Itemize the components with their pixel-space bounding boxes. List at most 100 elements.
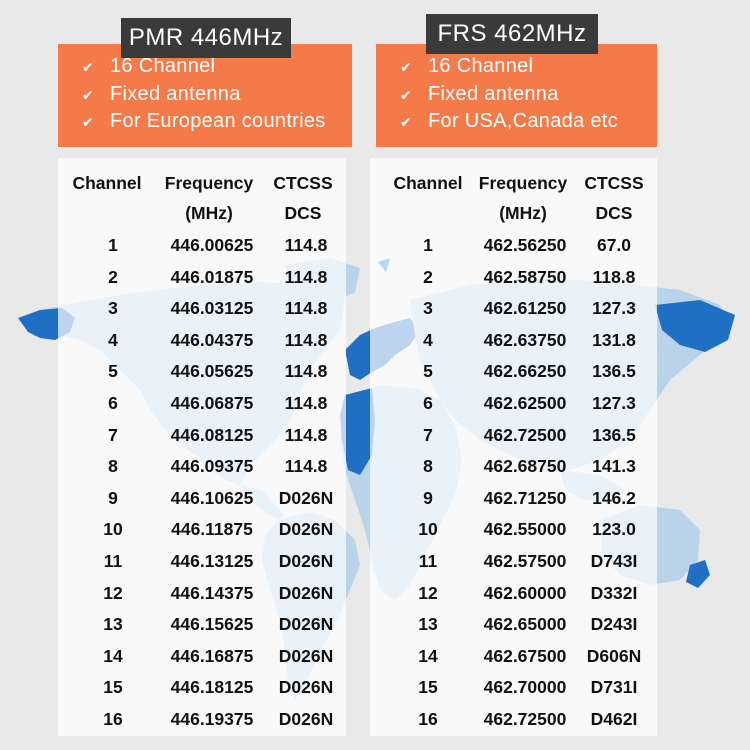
code-cell: D026N: [278, 519, 334, 540]
frequency-cell: 462.56250: [483, 235, 567, 255]
frequency-cell: 462.71250: [483, 487, 567, 508]
pmr-col-frequency: Frequency: [164, 173, 254, 193]
channel-cell: 9: [108, 487, 118, 508]
code-cell: 114.8: [284, 266, 328, 287]
frequency-cell: 446.01875: [170, 266, 254, 287]
channel-cell: 16: [103, 709, 123, 729]
frequency-cell: 446.19375: [170, 709, 254, 729]
checkmark-icon: ✔: [400, 114, 413, 130]
pmr-feature-box: ✔ 16 Channel ✔ Fixed antenna ✔ For European…: [58, 44, 352, 147]
checkmark-icon: ✔: [400, 59, 413, 75]
frs-feature-item: ✔ 16 Channel: [400, 53, 657, 81]
frequency-cell: 446.14375: [170, 582, 254, 603]
table-row: 13 446.15625 D026N: [58, 609, 346, 640]
frs-col-frequency-unit: (MHz): [499, 203, 547, 223]
frs-feature-item: ✔ For USA,Canada etc: [400, 108, 657, 136]
frequency-cell: 462.67500: [483, 645, 567, 666]
frequency-cell: 462.65000: [483, 614, 567, 635]
pmr-col-channel: Channel: [72, 173, 142, 193]
frequency-cell: 446.00625: [170, 235, 254, 255]
channel-cell: 5: [423, 361, 433, 382]
code-cell: 114.8: [284, 456, 328, 477]
code-cell: D462I: [590, 709, 638, 729]
code-cell: 123.0: [592, 519, 636, 540]
pmr-col-ctcss: CTCSS: [273, 173, 333, 193]
frequency-cell: 446.11875: [171, 519, 253, 540]
table-row: 9 462.71250 146.2: [370, 483, 657, 514]
table-row: 12 462.60000 D332I: [370, 578, 657, 609]
table-row: 1 446.00625 114.8: [58, 230, 346, 261]
table-row: 13 462.65000 D243I: [370, 609, 657, 640]
channel-cell: 8: [423, 456, 433, 477]
channel-cell: 2: [108, 266, 118, 287]
pmr-col-frequency-unit: (MHz): [185, 203, 233, 223]
table-row: 11 462.57500 D743I: [370, 546, 657, 577]
frequency-cell: 462.60000: [483, 582, 567, 603]
channel-cell: 3: [423, 298, 433, 319]
table-row: 6 462.62500 127.3: [370, 388, 657, 419]
table-row: 2 462.58750 118.8: [370, 262, 657, 293]
table-row: 7 446.08125 114.8: [58, 420, 346, 451]
table-row: 11 446.13125 D026N: [58, 546, 346, 577]
frequency-cell: 462.70000: [483, 677, 567, 698]
table-row: 14 462.67500 D606N: [370, 641, 657, 672]
table-row: 14 446.16875 D026N: [58, 641, 346, 672]
frequency-cell: 446.05625: [170, 361, 254, 382]
pmr-table-header: Channel Frequency (MHz) CTCSS DCS: [58, 168, 346, 224]
frs-col-frequency: Frequency: [478, 173, 568, 193]
code-cell: 118.8: [592, 266, 636, 287]
code-cell: D026N: [278, 677, 334, 698]
code-cell: 114.8: [284, 361, 328, 382]
pmr-feature-item: ✔ For European countries: [82, 108, 352, 136]
frs-feature-item: ✔ Fixed antenna: [400, 81, 657, 109]
channel-cell: 10: [418, 519, 438, 540]
table-row: 10 462.55000 123.0: [370, 514, 657, 545]
frs-feature-box: ✔ 16 Channel ✔ Fixed antenna ✔ For USA,Cana…: [376, 44, 657, 147]
channel-cell: 13: [103, 614, 123, 635]
channel-cell: 8: [108, 456, 118, 477]
frequency-cell: 446.09375: [170, 456, 254, 477]
channel-cell: 9: [423, 487, 433, 508]
code-cell: D731I: [590, 677, 638, 698]
table-row: 4 462.63750 131.8: [370, 325, 657, 356]
table-row: 1 462.56250 67.0: [370, 230, 657, 261]
frequency-cell: 462.72500: [483, 709, 567, 729]
channel-cell: 6: [423, 393, 433, 413]
pmr-feature-item: ✔ Fixed antenna: [82, 81, 352, 109]
frequency-cell: 462.62500: [483, 393, 567, 413]
table-row: 10 446.11875 D026N: [58, 514, 346, 545]
frequency-cell: 446.03125: [170, 298, 254, 319]
table-row: 5 462.66250 136.5: [370, 356, 657, 387]
channel-cell: 6: [108, 393, 118, 413]
code-cell: 114.8: [284, 393, 328, 413]
code-cell: D026N: [278, 582, 334, 603]
pmr-title: PMR 446MHz: [121, 18, 291, 58]
pmr-feature-item: ✔ 16 Channel: [82, 53, 352, 81]
channel-cell: 1: [423, 235, 433, 255]
map-east-asia: [655, 300, 735, 352]
code-cell: D026N: [278, 614, 334, 635]
table-row: 5 446.05625 114.8: [58, 356, 346, 387]
frequency-cell: 462.63750: [483, 329, 567, 350]
channel-cell: 16: [418, 709, 438, 729]
frs-col-channel: Channel: [393, 173, 463, 193]
table-row: 15 446.18125 D026N: [58, 672, 346, 703]
channel-cell: 12: [103, 582, 123, 603]
channel-cell: 4: [108, 329, 118, 350]
table-row: 2 446.01875 114.8: [58, 262, 346, 293]
code-cell: 131.8: [592, 329, 636, 350]
table-row: 7 462.72500 136.5: [370, 420, 657, 451]
frequency-cell: 462.57500: [483, 551, 567, 571]
checkmark-icon: ✔: [82, 59, 95, 75]
code-cell: D743I: [590, 551, 638, 571]
frequency-cell: 446.04375: [170, 329, 254, 350]
table-row: 8 446.09375 114.8: [58, 451, 346, 482]
code-cell: 127.3: [592, 298, 636, 319]
channel-cell: 10: [103, 519, 123, 540]
channel-cell: 4: [423, 329, 433, 350]
frequency-cell: 446.08125: [170, 424, 254, 445]
code-cell: D606N: [586, 645, 642, 666]
checkmark-icon: ✔: [82, 114, 95, 130]
table-row: 8 462.68750 141.3: [370, 451, 657, 482]
frequency-cell: 446.13125: [170, 551, 254, 571]
